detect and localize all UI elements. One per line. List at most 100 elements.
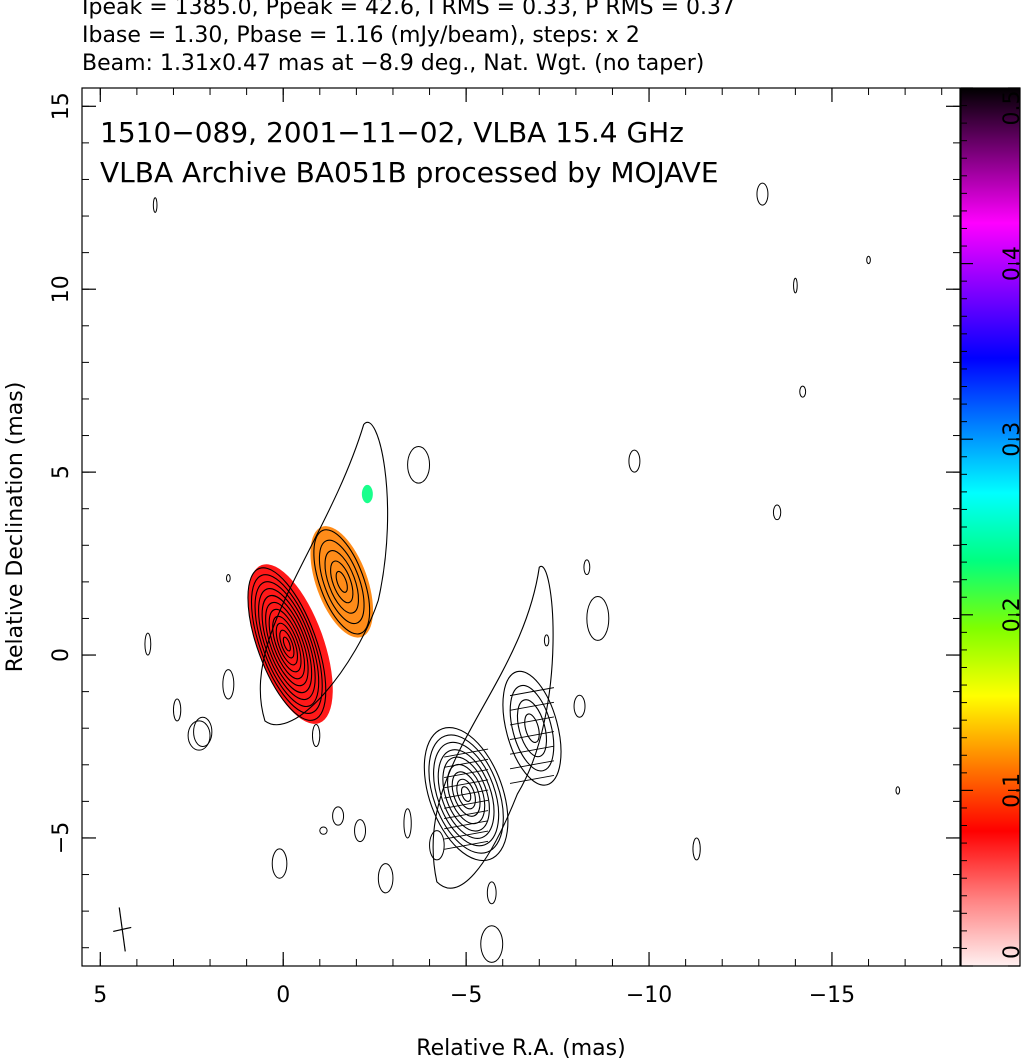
evpa-tick (444, 748, 489, 758)
polarization-patches (248, 484, 374, 724)
evpa-tick (444, 830, 489, 840)
noise-contour-7 (772, 504, 782, 521)
contour-0-10 (282, 636, 291, 652)
noise-contour-21 (403, 808, 412, 839)
y-tick-label: 10 (49, 275, 74, 303)
evpa-tick (509, 716, 555, 726)
noise-contour-24 (429, 830, 445, 861)
evpa-tick (509, 701, 555, 711)
evpa-tick (444, 789, 489, 799)
noise-contour-20 (354, 819, 367, 843)
noise-contour-14 (172, 698, 182, 722)
evpa-tick (509, 687, 555, 697)
noise-contour-5 (407, 446, 431, 484)
contour-0-7 (272, 615, 302, 673)
contour-1-2 (324, 550, 360, 614)
noise-contour-13 (222, 669, 235, 700)
evpa-tick (444, 769, 489, 779)
noise-contour-1 (756, 182, 769, 206)
evpa-tick (509, 760, 555, 770)
contour-1-4 (335, 570, 348, 593)
contour-2-1 (428, 734, 504, 854)
y-tick-label: 15 (49, 92, 74, 120)
evpa-tick (509, 731, 555, 740)
contour-1-0 (313, 529, 371, 635)
colorbar-tick-label: 0.1 (1000, 773, 1022, 808)
intensity-contours (247, 421, 562, 889)
noise-contour-12 (144, 632, 152, 656)
polarization-patch-1 (310, 526, 374, 638)
colorbar-tick-label: 0.3 (1000, 422, 1022, 457)
contour-2-7 (456, 778, 476, 810)
noise-contours (144, 182, 901, 963)
contour-0-1 (250, 574, 323, 714)
evpa-tick (444, 810, 489, 819)
header-line-1: Ipeak = 1385.0, Ppeak = 42.6, I RMS = 0.… (82, 0, 735, 20)
y-tick-label: −5 (49, 822, 74, 854)
jet-envelope-outer (432, 565, 554, 889)
noise-contour-2 (866, 255, 871, 265)
noise-contour-28 (480, 925, 504, 963)
header-line-3: Beam: 1.31x0.47 mas at −8.9 deg., Nat. W… (82, 51, 705, 76)
polarization-patch-2 (361, 484, 373, 504)
noise-contour-26 (895, 786, 901, 795)
noise-contour-17 (573, 694, 586, 718)
evpa-tick (444, 758, 489, 768)
noise-contour-19 (319, 826, 328, 835)
plot-frame (81, 87, 961, 967)
noise-contour-27 (486, 881, 497, 905)
noise-contour-4 (799, 385, 807, 398)
evpa-tick (509, 745, 555, 755)
noise-contour-8 (583, 559, 591, 576)
evpa-tick (444, 799, 489, 809)
noise-contour-9 (586, 596, 610, 641)
evpa-tick (509, 774, 555, 784)
evpa-tick (444, 820, 489, 830)
header-line-2: Ibase = 1.30, Pbase = 1.16 (mJy/beam), s… (82, 23, 640, 48)
y-axis-label: Relative Declination (mas) (3, 382, 28, 673)
colorbar-tick-label: 0.5 (1000, 91, 1022, 126)
contour-2-2 (433, 741, 500, 847)
contour-2-0 (423, 727, 509, 862)
colorbar-tick-label: 0.2 (1000, 597, 1022, 632)
contour-0-6 (268, 608, 306, 680)
chart-title: 1510−089, 2001−11−02, VLBA 15.4 GHz (100, 116, 684, 149)
colorbar-tick-label: 0.4 (1000, 246, 1022, 281)
contour-1-3 (330, 560, 354, 604)
noise-contour-11 (226, 574, 231, 583)
x-tick-label: 0 (276, 983, 290, 1008)
evpa-tick (444, 779, 489, 789)
y-tick-label: 5 (49, 465, 74, 479)
contour-3-2 (516, 699, 548, 758)
contour-2-6 (451, 771, 481, 817)
contour-0-4 (261, 594, 313, 694)
noise-contour-16 (311, 724, 321, 748)
contour-0-9 (279, 629, 295, 659)
contour-1-1 (318, 539, 365, 625)
beam-marker (113, 907, 132, 952)
contour-3-0 (502, 670, 562, 786)
contour-0-3 (258, 588, 316, 701)
contour-2-4 (442, 756, 490, 832)
axis-ticks: 5 0 −5 −10 −15 −5 0 5 10 15 (49, 88, 960, 1008)
contour-2-3 (437, 749, 495, 839)
contour-0-0 (247, 567, 327, 721)
x-tick-label: −15 (809, 983, 855, 1008)
contour-0-2 (254, 581, 320, 708)
beam-minor-axis (113, 926, 132, 933)
contour-0-8 (275, 622, 299, 666)
noise-contour-25 (692, 837, 701, 861)
noise-contour-22 (271, 848, 288, 879)
evpa-tick (444, 840, 489, 850)
colorbar-tick-label: 0 (1000, 945, 1022, 959)
x-tick-label: −10 (626, 983, 672, 1008)
chart-subtitle: VLBA Archive BA051B processed by MOJAVE (100, 156, 719, 189)
noise-contour-18 (332, 806, 345, 826)
contour-3-3 (524, 713, 540, 743)
colorbar-ticks: 0 0.1 0.2 0.3 0.4 0.5 (961, 87, 1022, 967)
x-tick-label: −5 (450, 983, 482, 1008)
noise-contour-3 (793, 277, 798, 294)
noise-contour-29 (187, 720, 211, 751)
noise-contour-15 (193, 716, 213, 747)
